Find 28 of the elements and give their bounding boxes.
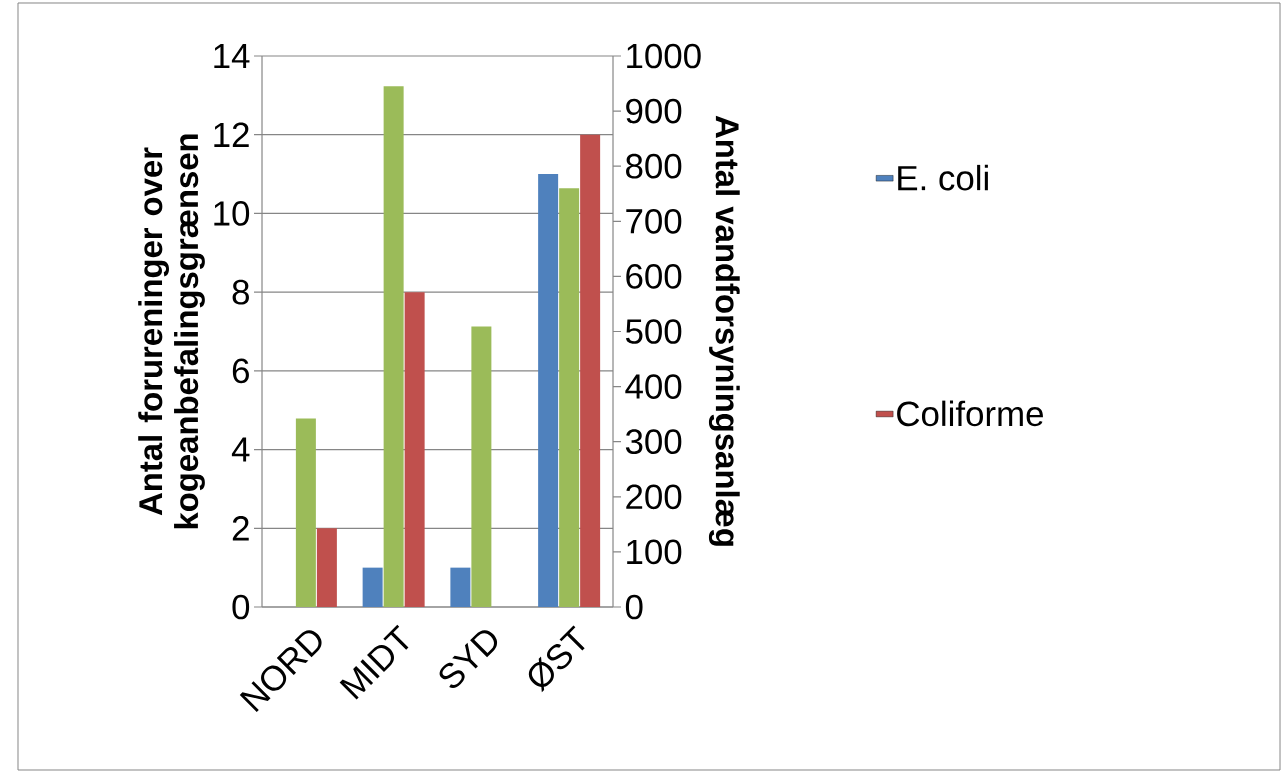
y-tick-label: 14 (214, 43, 250, 68)
y2-tick-label: 100 (627, 539, 682, 565)
legend-label: Coliforme (897, 400, 1043, 427)
y2-tick-label: 200 (626, 484, 682, 510)
y2-tick-label: 1000 (627, 43, 701, 69)
y-tick-label: 2 (232, 516, 249, 541)
y-tick-label: 8 (232, 279, 249, 305)
y2-tick-label: 900 (626, 98, 682, 124)
bar (362, 567, 383, 607)
y2-tick-label: 0 (625, 594, 643, 620)
y2-tick-label: 300 (625, 429, 682, 455)
y2-tick-label: 800 (626, 153, 682, 179)
bar (295, 418, 316, 607)
bar (450, 567, 471, 607)
y-tick-label: 10 (214, 201, 250, 226)
y-tick-label: 6 (232, 358, 249, 384)
y2-tick-label: 400 (625, 374, 682, 399)
x-tick-label: SYD (439, 630, 498, 689)
y-tick-label: 4 (231, 437, 250, 462)
y-axis-title: Antal forureninger over kogeanbefalingsgrænsen (138, 134, 205, 529)
bar (471, 326, 492, 607)
y2-tick-label: 700 (626, 208, 682, 234)
y-tick-label: 0 (232, 594, 250, 620)
legend-label: E. coli (898, 164, 988, 191)
y-tick-label: 12 (214, 122, 249, 147)
y2-axis-title: Antal vandforsyningsanlæg (708, 115, 740, 546)
y2-tick-label: 600 (626, 264, 682, 289)
y2-tick-label: 500 (625, 319, 682, 344)
